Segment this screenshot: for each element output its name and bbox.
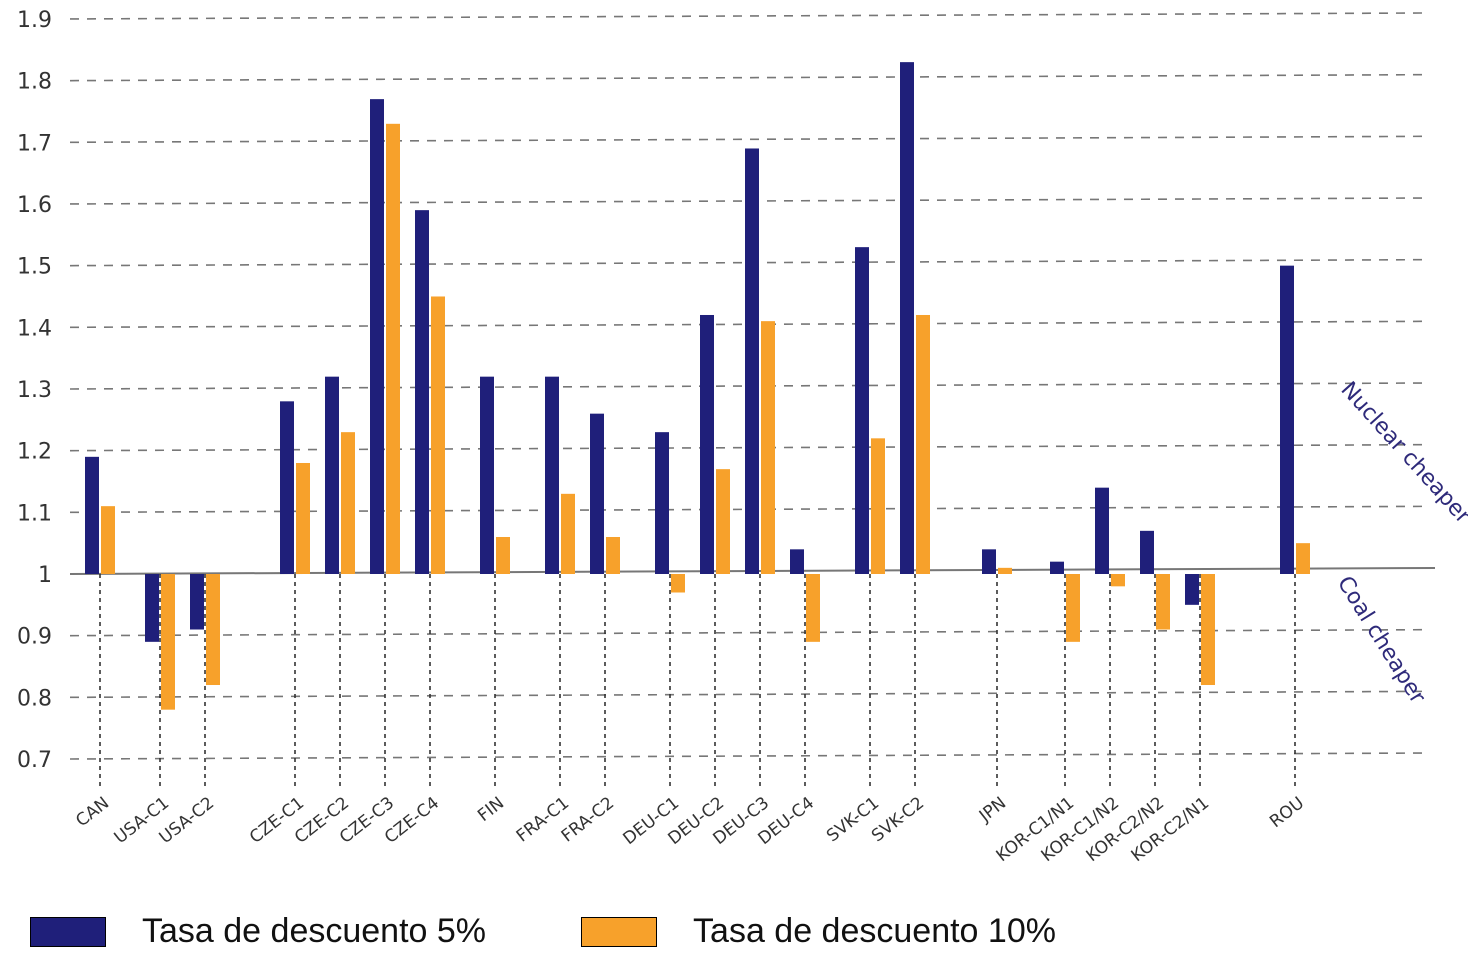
bar-5pct-fin (480, 376, 494, 574)
bar-10pct-fra-c2 (606, 536, 620, 574)
y-tick-label: 0.9 (17, 625, 52, 650)
legend-item-10pct: Tasa de descuento 10% (581, 912, 1056, 951)
bar-10pct-can (101, 506, 115, 574)
bar-5pct-rou (1280, 265, 1294, 574)
bar-10pct-fin (496, 536, 510, 574)
gridline (69, 73, 1431, 82)
bar-5pct-kor-c2-n2 (1140, 530, 1154, 574)
bar-10pct-svk-c2 (916, 314, 930, 574)
bar-5pct-cze-c1 (280, 401, 294, 574)
bars (85, 62, 1310, 710)
bar-5pct-jpn (982, 549, 996, 574)
bar-10pct-deu-c3 (761, 321, 775, 574)
bar-10pct-rou (1296, 543, 1310, 574)
bar-10pct-cze-c2 (341, 432, 355, 574)
gridline (69, 135, 1431, 144)
legend-swatch-10pct (581, 916, 658, 947)
gridline (69, 690, 1431, 699)
legend-item-5pct: Tasa de descuento 5% (30, 912, 486, 951)
y-tick-label: 1.8 (17, 70, 52, 95)
y-tick-label: 1.1 (17, 501, 52, 526)
bar-10pct-svk-c1 (871, 438, 885, 574)
y-tick-label: 1.3 (17, 378, 52, 403)
coal-cheaper-annotation: Coal cheaper (1332, 572, 1431, 709)
bar-5pct-cze-c2 (325, 376, 339, 574)
x-tick-label: FIN (474, 793, 508, 826)
bar-10pct-kor-c1-n2 (1111, 574, 1125, 587)
bar-5pct-deu-c2 (700, 314, 714, 574)
gridline (69, 628, 1431, 637)
bar-10pct-cze-c4 (431, 296, 445, 574)
bar-5pct-cze-c3 (370, 99, 384, 575)
legend-label-10pct: Tasa de descuento 10% (693, 912, 1056, 950)
bar-5pct-deu-c1 (655, 432, 669, 574)
bar-10pct-cze-c3 (386, 123, 400, 575)
bar-10pct-fra-c1 (561, 493, 575, 574)
x-tick-label: ROU (1266, 793, 1308, 832)
bar-10pct-cze-c1 (296, 462, 310, 574)
bar-10pct-deu-c2 (716, 469, 730, 574)
bar-5pct-usa-c2 (190, 574, 204, 630)
x-tick-label: SVK-C2 (868, 793, 928, 846)
bar-5pct-fra-c1 (545, 376, 559, 574)
y-tick-label: 1.6 (17, 193, 52, 218)
bar-10pct-usa-c1 (161, 574, 175, 710)
bar-10pct-deu-c1 (671, 574, 685, 593)
bar-10pct-jpn (998, 567, 1012, 574)
y-tick-label: 0.7 (17, 748, 52, 773)
gridline (69, 752, 1431, 760)
bar-5pct-kor-c1-n1 (1050, 561, 1064, 574)
gridline (69, 12, 1431, 20)
y-tick-label: 1.2 (17, 440, 52, 465)
bar-10pct-deu-c4 (806, 574, 820, 642)
bar-10pct-kor-c1-n1 (1066, 574, 1080, 642)
bar-5pct-svk-c1 (855, 247, 869, 575)
y-tick-label: 1.7 (17, 131, 52, 156)
x-tick-label: CAN (72, 793, 113, 831)
bar-chart: 1.9 1.8 1.7 1.6 1.5 1.4 1.3 1.2 1.1 1 0.9 0.8 0.7 CA… (17, 8, 1468, 866)
legend-label-5pct: Tasa de descuento 5% (142, 912, 487, 950)
bar-5pct-svk-c2 (900, 62, 914, 574)
y-tick-label: 1 (38, 563, 52, 588)
x-tick-label: JPN (975, 793, 1010, 827)
y-tick-label: 0.8 (17, 686, 52, 711)
bar-5pct-fra-c2 (590, 413, 604, 574)
y-axis-ticks: 1.9 1.8 1.7 1.6 1.5 1.4 1.3 1.2 1.1 1 0.9 0.8 0.7 (17, 8, 52, 773)
bar-10pct-kor-c2-n2 (1156, 574, 1170, 630)
y-tick-label: 1.9 (17, 8, 52, 33)
bar-5pct-can (85, 456, 99, 574)
bar-5pct-deu-c3 (745, 148, 759, 575)
legend-swatch-5pct (30, 916, 106, 947)
y-tick-label: 1.5 (17, 255, 52, 280)
bar-5pct-usa-c1 (145, 574, 159, 642)
y-tick-label: 1.4 (17, 316, 52, 341)
bar-5pct-deu-c4 (790, 549, 804, 574)
bar-5pct-cze-c4 (415, 210, 429, 574)
legend: Tasa de descuento 5% Tasa de descuento 1… (30, 912, 1151, 951)
bar-10pct-usa-c2 (206, 574, 220, 686)
bar-5pct-kor-c2-n1 (1185, 574, 1199, 605)
bar-5pct-kor-c1-n2 (1095, 487, 1109, 574)
bar-10pct-kor-c2-n1 (1201, 574, 1215, 686)
